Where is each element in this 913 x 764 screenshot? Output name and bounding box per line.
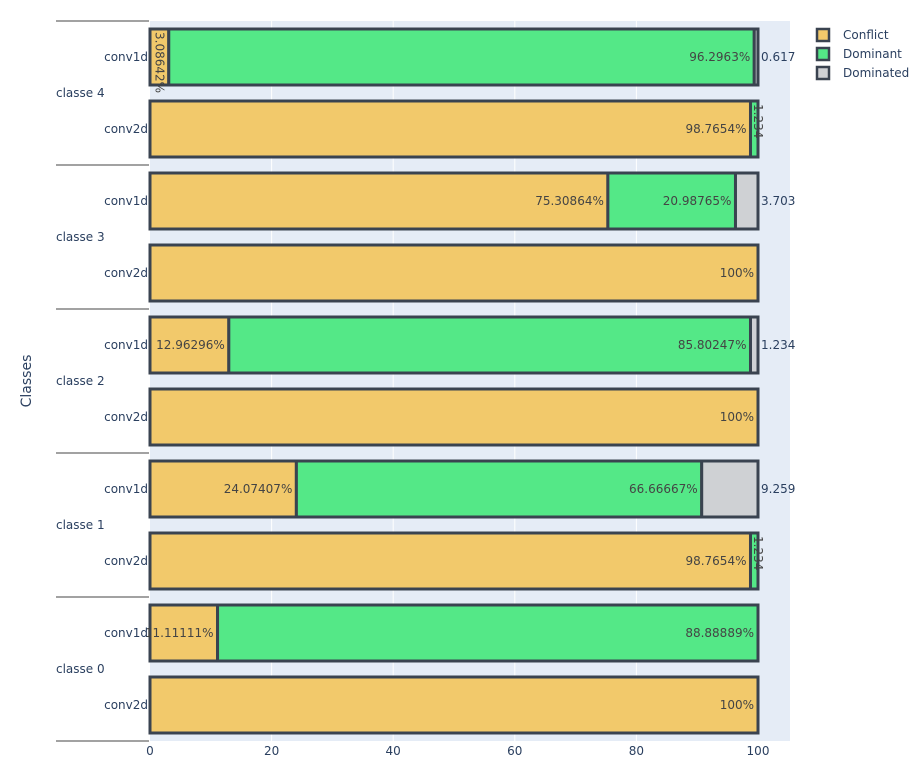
bar-segment-conflict: [148, 603, 220, 663]
bar-segment-dominated: [752, 27, 760, 87]
y-row-label: conv2d: [104, 698, 148, 712]
data-label: 1.234: [751, 536, 765, 570]
bar-segment-dominant: [227, 315, 752, 375]
bar-segment-dominated: [733, 171, 760, 231]
y-group-label: classe 2: [56, 374, 105, 388]
y-axis-title: Classes: [19, 355, 35, 408]
y-row-label: conv1d: [104, 338, 148, 352]
y-row-label: conv2d: [104, 266, 148, 280]
bar-segment-dominant: [748, 99, 760, 159]
x-tick-label: 100: [747, 744, 770, 758]
legend-label-dominated: Dominated: [843, 66, 909, 80]
data-label: 85.80247%: [678, 338, 747, 352]
y-row-label: conv1d: [104, 194, 148, 208]
data-label: 100%: [720, 266, 754, 280]
data-label: 100%: [720, 698, 754, 712]
y-row-label: conv1d: [104, 482, 148, 496]
y-group-label: classe 3: [56, 230, 105, 244]
y-row-label: conv2d: [104, 122, 148, 136]
bar-segment-conflict: [148, 171, 610, 231]
bar-segment-dominant: [294, 459, 704, 519]
bar-segment-dominated: [748, 315, 760, 375]
y-row-label: conv1d: [104, 50, 148, 64]
data-label: 100%: [720, 410, 754, 424]
data-label: 0.617: [761, 50, 795, 64]
data-label: 3.08642%: [152, 32, 166, 93]
bar-segment-conflict: [148, 315, 231, 375]
bar-segment-conflict: [148, 99, 752, 159]
legend-swatch-dominated: [815, 65, 831, 81]
x-tick-label: 80: [629, 744, 644, 758]
bar-segment-dominant: [748, 531, 760, 591]
data-label: 96.2963%: [689, 50, 750, 64]
bar-segment-dominant: [216, 603, 760, 663]
y-group-label: classe 4: [56, 86, 105, 100]
data-label: 20.98765%: [663, 194, 732, 208]
y-row-label: conv2d: [104, 410, 148, 424]
x-axis: 0 20 40 60 80 100: [146, 744, 769, 758]
data-labels: 3.08642% 96.2963% 0.617 98.7654% 1.234 75.308…: [145, 32, 795, 712]
bar-segment-conflict: [148, 387, 760, 447]
data-label: 98.7654%: [685, 554, 746, 568]
y-group-label: classe 1: [56, 518, 105, 532]
y-group-label: classe 0: [56, 662, 105, 676]
data-label: 75.30864%: [535, 194, 604, 208]
data-label: 66.66667%: [629, 482, 698, 496]
legend-label-dominant: Dominant: [843, 47, 902, 61]
bar-segment-dominant: [167, 27, 756, 87]
data-label: 24.07407%: [224, 482, 293, 496]
bar-segment-conflict: [148, 675, 760, 735]
bar-segment-dominant: [606, 171, 737, 231]
data-label: 88.88889%: [685, 626, 754, 640]
bar-segment-conflict: [148, 243, 760, 303]
legend-swatch-conflict: [815, 27, 831, 43]
x-tick-label: 60: [507, 744, 522, 758]
x-tick-label: 0: [146, 744, 154, 758]
legend-label-conflict: Conflict: [843, 28, 889, 42]
data-label: 11.11111%: [145, 626, 214, 640]
y-axis: classe 4 conv1d conv2d classe 3 conv1d conv2d…: [56, 20, 149, 742]
data-label: 9.259: [761, 482, 795, 496]
bar-segment-conflict: [148, 531, 752, 591]
legend: Conflict Dominant Dominated: [815, 27, 909, 81]
legend-swatch-dominant: [815, 46, 831, 62]
x-tick-label: 40: [386, 744, 401, 758]
y-row-label: conv2d: [104, 554, 148, 568]
data-label: 12.96296%: [156, 338, 225, 352]
x-tick-label: 20: [264, 744, 279, 758]
data-label: 98.7654%: [685, 122, 746, 136]
data-label: 1.234: [761, 338, 795, 352]
bar-segment-dominated: [700, 459, 760, 519]
data-label: 1.234: [751, 104, 765, 138]
bars: [148, 27, 760, 735]
y-row-label: conv1d: [104, 626, 148, 640]
data-label: 3.703: [761, 194, 795, 208]
